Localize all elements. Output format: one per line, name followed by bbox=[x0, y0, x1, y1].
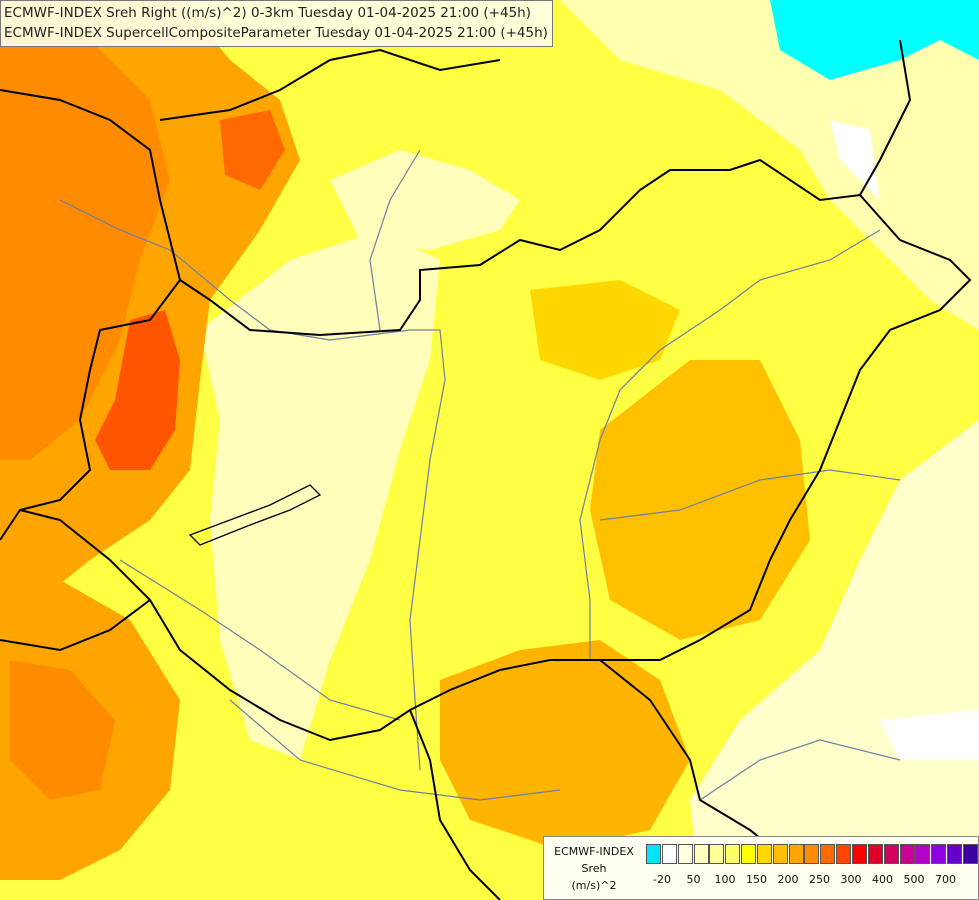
field-low-east bbox=[690, 420, 979, 900]
legend-swatch bbox=[772, 844, 788, 864]
legend-model: ECMWF-INDEX bbox=[554, 845, 634, 858]
map-title-line-1: ECMWF-INDEX Sreh Right ((m/s)^2) 0-3km T… bbox=[4, 5, 531, 21]
field-low-north bbox=[330, 150, 520, 250]
river-mures bbox=[599, 469, 901, 521]
legend-swatch bbox=[820, 844, 836, 864]
field-high-east bbox=[590, 360, 810, 640]
legend-swatch bbox=[741, 844, 757, 864]
legend-swatch bbox=[915, 844, 931, 864]
rivers bbox=[59, 149, 901, 801]
legend-swatch bbox=[725, 844, 741, 864]
legend-unit: (m/s)^2 bbox=[571, 879, 617, 892]
legend-tick-label: 500 bbox=[903, 873, 925, 886]
river-danube bbox=[169, 249, 446, 771]
legend-tick-label: 150 bbox=[746, 873, 767, 886]
legend-color-scale bbox=[646, 844, 979, 864]
legend-swatch bbox=[962, 844, 978, 864]
legend-tick-label: 700 bbox=[935, 873, 956, 886]
legend-swatch bbox=[867, 844, 883, 864]
legend-tick-label: 50 bbox=[686, 873, 701, 886]
river-vah bbox=[369, 149, 421, 331]
legend-swatch bbox=[851, 844, 867, 864]
color-legend: ECMWF-INDEX Sreh (m/s)^2 -20 50 100 150 200 2… bbox=[543, 836, 979, 900]
legend-swatch bbox=[883, 844, 899, 864]
legend-tick-label: 250 bbox=[809, 873, 830, 886]
water-lake-north bbox=[540, 0, 979, 80]
river-sava bbox=[229, 699, 561, 801]
field-white-patch-2 bbox=[880, 710, 979, 760]
field-veryhigh-core bbox=[95, 310, 180, 470]
legend-swatch bbox=[836, 844, 852, 864]
legend-tick-label: -20 bbox=[653, 873, 671, 886]
legend-swatch bbox=[788, 844, 804, 864]
legend-swatch bbox=[693, 844, 709, 864]
legend-tick-label: 300 bbox=[840, 873, 862, 886]
map-title-line-2: ECMWF-INDEX SupercellCompositeParameter … bbox=[4, 25, 548, 41]
border-north bbox=[159, 48, 501, 121]
field-mid-north bbox=[530, 280, 680, 380]
legend-tick-label: 400 bbox=[872, 873, 893, 886]
border-northeast bbox=[859, 39, 912, 196]
border-southwest bbox=[0, 599, 151, 652]
lake-balaton bbox=[188, 484, 322, 546]
legend-swatch bbox=[709, 844, 725, 864]
field-veryhigh-southwest bbox=[10, 660, 115, 800]
field-veryhigh-north bbox=[220, 110, 285, 190]
border-west bbox=[0, 89, 182, 541]
legend-tick-label: 100 bbox=[714, 873, 736, 886]
legend-swatch bbox=[899, 844, 915, 864]
field-high-west-2 bbox=[0, 20, 170, 460]
legend-parameter: Sreh bbox=[581, 862, 607, 875]
legend-swatch bbox=[677, 844, 693, 864]
legend-swatch bbox=[646, 844, 661, 864]
border-hungary bbox=[19, 158, 972, 742]
river-tisza bbox=[579, 229, 881, 660]
map-title-box: ECMWF-INDEX Sreh Right ((m/s)^2) 0-3km T… bbox=[0, 0, 553, 47]
river-misc bbox=[59, 199, 171, 251]
field-low-northeast bbox=[560, 0, 979, 330]
river-drava bbox=[119, 559, 401, 721]
legend-swatch bbox=[931, 844, 947, 864]
legend-swatch bbox=[756, 844, 772, 864]
legend-swatch bbox=[804, 844, 820, 864]
legend-swatch bbox=[661, 844, 677, 864]
border-south bbox=[409, 709, 501, 900]
legend-swatch bbox=[947, 844, 963, 864]
river-morava bbox=[699, 739, 901, 801]
legend-tick-label: 200 bbox=[777, 873, 799, 886]
